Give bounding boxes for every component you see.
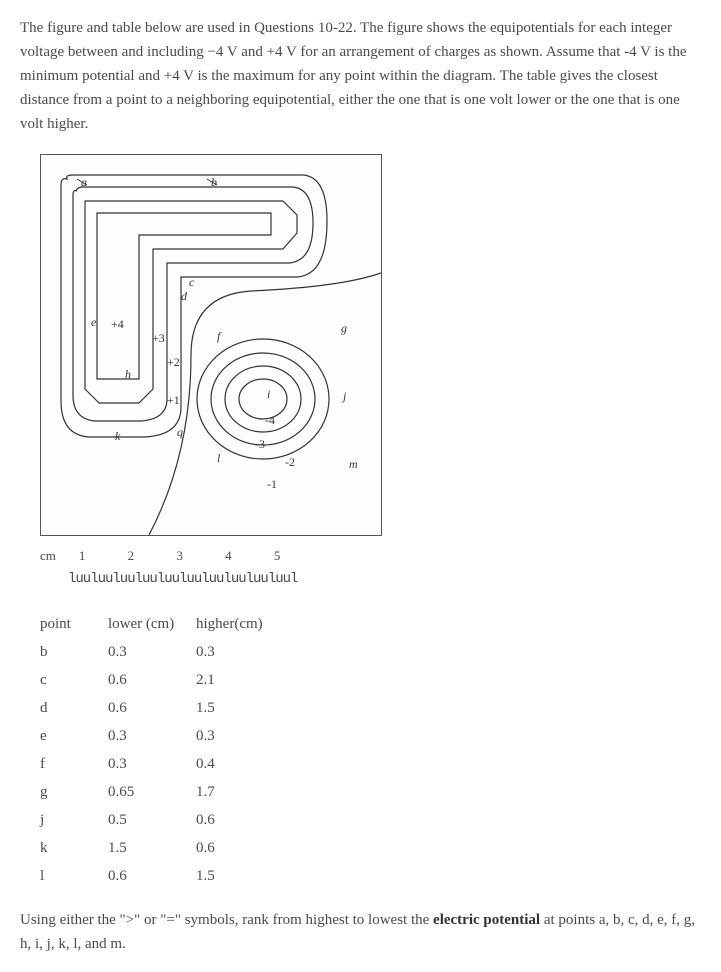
cell-point: d bbox=[40, 694, 108, 722]
cell-lower: 0.65 bbox=[108, 778, 196, 806]
cell-higher: 0.6 bbox=[196, 806, 284, 834]
label-plus1: +1 bbox=[167, 391, 180, 410]
cell-higher: 0.3 bbox=[196, 722, 284, 750]
cell-lower: 0.6 bbox=[108, 694, 196, 722]
label-f: f bbox=[217, 327, 220, 346]
cell-point: e bbox=[40, 722, 108, 750]
label-plus3: +3 bbox=[152, 329, 165, 348]
cell-point: c bbox=[40, 666, 108, 694]
table-header-lower: lower (cm) bbox=[108, 610, 196, 638]
ruler-tick: 3 bbox=[157, 546, 202, 567]
ruler-marks: luuluuluuluuluuluuluuluuluuluul bbox=[68, 568, 701, 590]
table-row: d0.61.5 bbox=[40, 694, 284, 722]
ruler-unit: cm bbox=[40, 546, 56, 567]
label-plus4: +4 bbox=[111, 315, 124, 334]
cell-lower: 0.6 bbox=[108, 666, 196, 694]
cell-lower: 0.3 bbox=[108, 722, 196, 750]
label-i: i bbox=[267, 385, 270, 404]
label-j: j bbox=[343, 387, 346, 406]
cell-higher: 0.3 bbox=[196, 638, 284, 666]
distance-table: point lower (cm) higher(cm) b0.30.3c0.62… bbox=[40, 610, 284, 890]
table-row: c0.62.1 bbox=[40, 666, 284, 694]
table-row: j0.50.6 bbox=[40, 806, 284, 834]
label-d: d bbox=[181, 287, 187, 306]
scale-ruler: cm 1 2 3 4 5 luuluuluuluuluuluuluuluuluu… bbox=[40, 544, 701, 590]
label-m: m bbox=[349, 455, 358, 474]
table-row: k1.50.6 bbox=[40, 834, 284, 862]
cell-point: j bbox=[40, 806, 108, 834]
question-bold: electric potential bbox=[433, 912, 540, 928]
question-text: Using either the ">" or "=" symbols, ran… bbox=[20, 908, 701, 956]
cell-point: k bbox=[40, 834, 108, 862]
cell-lower: 1.5 bbox=[108, 834, 196, 862]
cell-higher: 1.7 bbox=[196, 778, 284, 806]
cell-lower: 0.6 bbox=[108, 862, 196, 890]
cell-point: f bbox=[40, 750, 108, 778]
cell-higher: 2.1 bbox=[196, 666, 284, 694]
label-l: l bbox=[217, 449, 220, 468]
table-header-point: point bbox=[40, 610, 108, 638]
label-k: k bbox=[115, 427, 120, 446]
table-row: b0.30.3 bbox=[40, 638, 284, 666]
question-prefix: Using either the ">" or "=" symbols, ran… bbox=[20, 912, 433, 928]
table-row: g0.651.7 bbox=[40, 778, 284, 806]
cell-point: b bbox=[40, 638, 108, 666]
label-e: e bbox=[91, 313, 96, 332]
label-h: h bbox=[125, 365, 131, 384]
table-header-higher: higher(cm) bbox=[196, 610, 284, 638]
label-q: q bbox=[177, 423, 183, 442]
label-minus3: -3 bbox=[255, 435, 265, 454]
label-minus4: -4 bbox=[265, 411, 275, 430]
ruler-tick: 1 bbox=[60, 546, 105, 567]
cell-higher: 0.4 bbox=[196, 750, 284, 778]
label-plus2: +2 bbox=[167, 353, 180, 372]
label-b: b bbox=[211, 173, 217, 192]
cell-higher: 0.6 bbox=[196, 834, 284, 862]
ruler-tick: 2 bbox=[108, 546, 153, 567]
label-c: c bbox=[189, 273, 194, 292]
cell-higher: 1.5 bbox=[196, 862, 284, 890]
cell-lower: 0.5 bbox=[108, 806, 196, 834]
cell-higher: 1.5 bbox=[196, 694, 284, 722]
label-minus2: -2 bbox=[285, 453, 295, 472]
table-row: l0.61.5 bbox=[40, 862, 284, 890]
cell-lower: 0.3 bbox=[108, 638, 196, 666]
label-a: a bbox=[81, 173, 87, 192]
label-minus1: -1 bbox=[267, 475, 277, 494]
table-row: f0.30.4 bbox=[40, 750, 284, 778]
ruler-tick: 5 bbox=[255, 546, 300, 567]
cell-lower: 0.3 bbox=[108, 750, 196, 778]
label-g: g bbox=[341, 319, 347, 338]
cell-point: l bbox=[40, 862, 108, 890]
equipotential-figure: a b c d e f g h i j k l m q +4 +3 +2 +1 … bbox=[40, 154, 382, 536]
intro-paragraph: The figure and table below are used in Q… bbox=[20, 16, 701, 136]
cell-point: g bbox=[40, 778, 108, 806]
ruler-tick: 4 bbox=[206, 546, 251, 567]
table-row: e0.30.3 bbox=[40, 722, 284, 750]
